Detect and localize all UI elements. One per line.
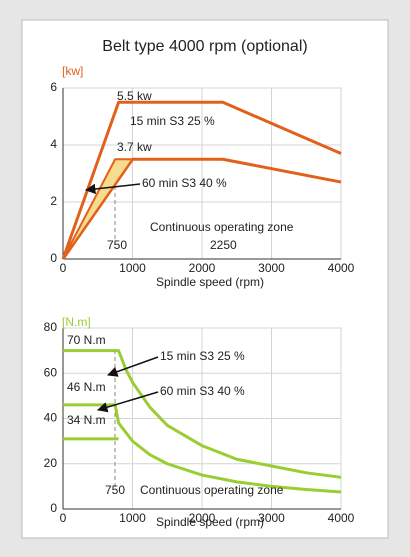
x-tick-label: 3000 <box>258 261 285 275</box>
y-tick-label: 2 <box>50 194 57 208</box>
annotation: 15 min S3 25 % <box>130 114 215 128</box>
annotation: 3.7 kw <box>117 140 152 154</box>
annotation: Continuous operating zone <box>150 220 294 234</box>
y-tick-label: 20 <box>44 456 58 470</box>
x-tick-label: 0 <box>60 511 67 525</box>
annotation: 70 N.m <box>67 333 106 347</box>
annotation: 2250 <box>210 238 237 252</box>
x-tick-label: 2000 <box>189 511 216 525</box>
y-tick-label: 40 <box>44 411 58 425</box>
x-tick-label: 2000 <box>189 261 216 275</box>
chart-title: Belt type 4000 rpm (optional) <box>102 38 307 55</box>
line <box>63 403 342 494</box>
arrow <box>84 183 141 195</box>
x-axis-label: Spindle speed (rpm) <box>156 275 264 289</box>
annotation: 46 N.m <box>67 380 106 394</box>
annotation: 60 min S3 40 % <box>160 384 245 398</box>
panel <box>21 19 389 539</box>
x-tick-label: 0 <box>60 261 67 275</box>
y-tick-label: 0 <box>50 501 57 515</box>
x-tick-label: 4000 <box>328 511 355 525</box>
y-tick-label: 60 <box>44 365 58 379</box>
y-axis-label: [N.m] <box>62 315 91 329</box>
area <box>62 158 135 260</box>
arrow <box>96 391 159 413</box>
annotation: 5.5 kw <box>117 89 152 103</box>
x-axis-label: Spindle speed (rpm) <box>156 515 264 529</box>
y-tick-label: 4 <box>50 137 57 151</box>
x-tick-label: 3000 <box>258 511 285 525</box>
y-axis-label: [kw] <box>62 64 83 78</box>
line <box>63 349 342 479</box>
annotation: 60 min S3 40 % <box>142 176 227 190</box>
x-tick-label: 1000 <box>119 261 146 275</box>
x-tick-label: 4000 <box>328 261 355 275</box>
y-tick-label: 6 <box>50 80 57 94</box>
annotation: 750 <box>105 483 125 497</box>
y-tick-label: 0 <box>50 251 57 265</box>
y-tick-label: 80 <box>44 320 58 334</box>
annotation: 34 N.m <box>67 413 106 427</box>
annotation: 750 <box>107 238 127 252</box>
annotation: Continuous operating zone <box>140 483 284 497</box>
arrow <box>107 356 159 377</box>
x-tick-label: 1000 <box>119 511 146 525</box>
line <box>61 100 342 260</box>
annotation: 15 min S3 25 % <box>160 349 245 363</box>
